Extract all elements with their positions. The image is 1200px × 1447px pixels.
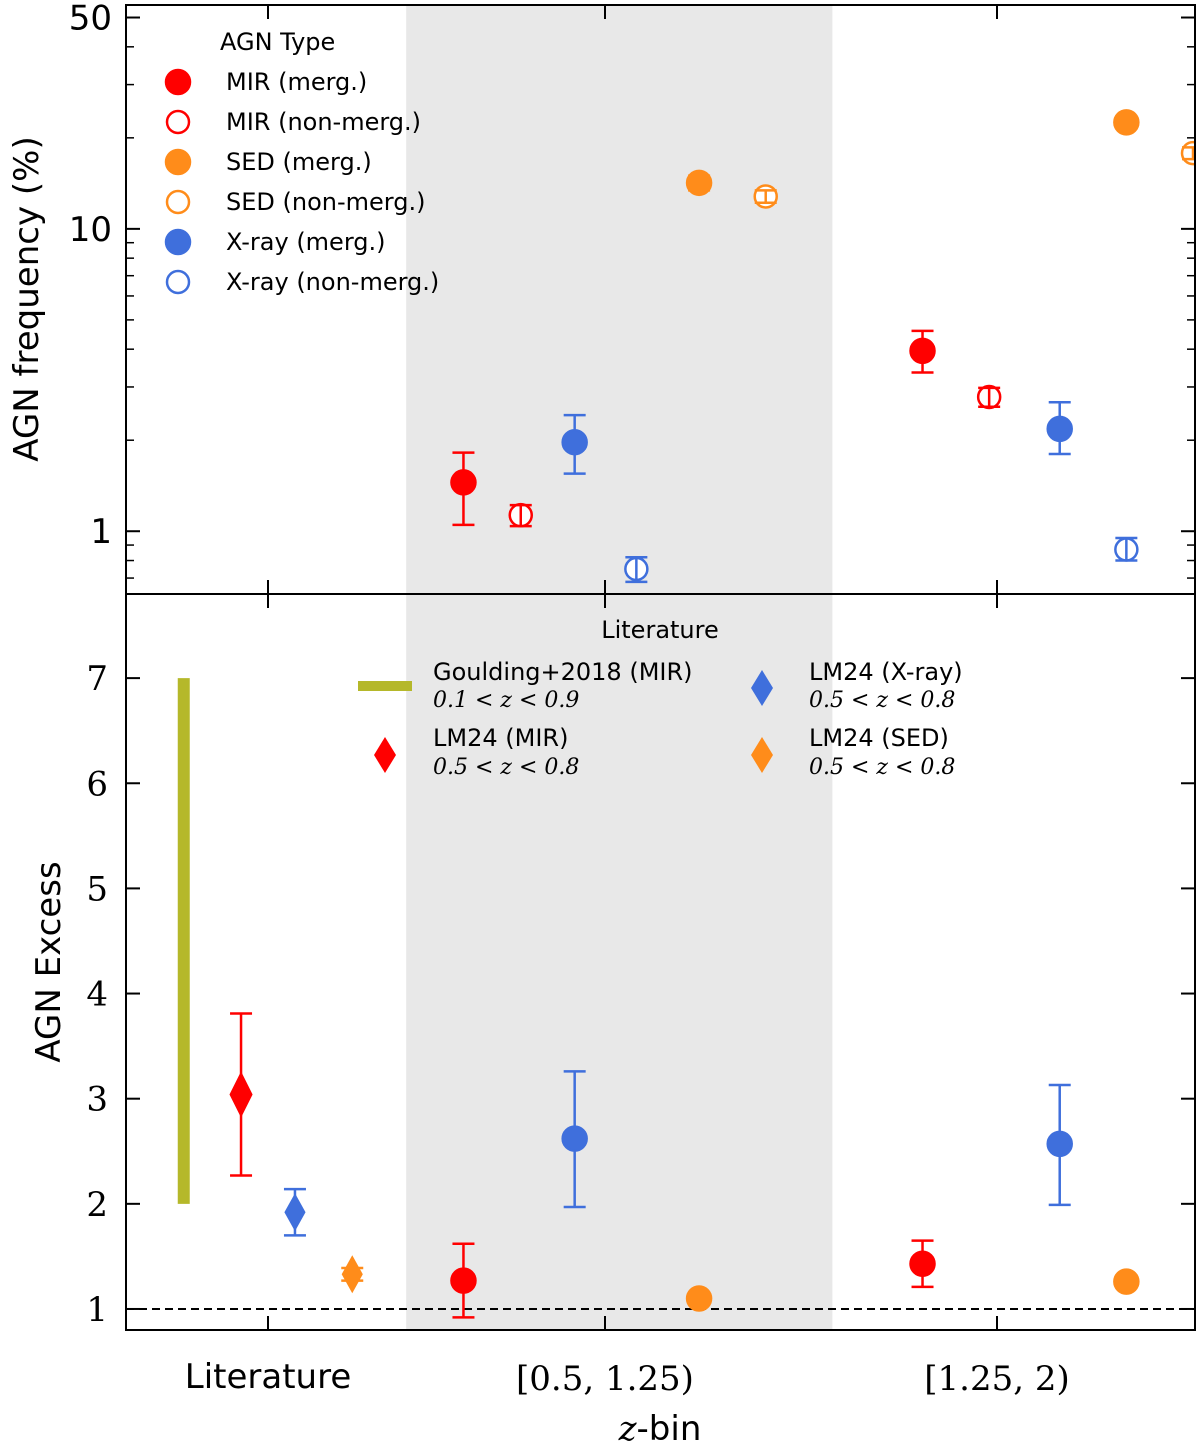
- freq-tick-label: 1: [90, 512, 112, 552]
- lm24-sed-legend-marker: [751, 737, 773, 773]
- excess-tick-label: 6: [86, 764, 108, 804]
- literature-legend: Literature Goulding+2018 (MIR) 0.1 < z <…: [358, 616, 963, 780]
- legend-label-sed-non-merg: SED (non-merg.): [226, 188, 425, 216]
- point-excess-sed-1: [1113, 1268, 1140, 1295]
- freq-tick-label: 50: [69, 0, 112, 39]
- excess-tick-label: 4: [86, 975, 108, 1015]
- legend-title: AGN Type: [220, 28, 335, 56]
- x-axis-label-rest: -bin: [637, 1409, 702, 1447]
- agn-type-legend: AGN Type MIR (merg.) MIR (non-merg.) SED (…: [164, 28, 439, 296]
- legend-label-mir-non-merg: MIR (non-merg.): [226, 108, 421, 136]
- literature-lm24-x-ray-marker: [284, 1193, 306, 1232]
- excess-panel-frame: [125, 593, 1196, 1331]
- point-excess-sed-0: [685, 1285, 713, 1312]
- frequency-panel: [450, 109, 1195, 584]
- point-freq-x-ray-merg-0: [561, 428, 588, 456]
- point-freq-x-ray-merg-1: [1046, 415, 1073, 443]
- goulding-legend-name: Goulding+2018 (MIR): [433, 658, 693, 686]
- shaded-bin-bottom: [406, 594, 833, 1330]
- legend-label-sed-merg: SED (merg.): [226, 148, 372, 176]
- legend-marker-sed-merg: [164, 148, 192, 176]
- x-axis-label: z-bin: [618, 1409, 702, 1447]
- point-freq-x-ray-non-merg-0-errorbar: [625, 556, 648, 584]
- shaded-bin-top: [406, 5, 833, 594]
- legend-marker-mir-non-merg: [165, 109, 191, 135]
- point-freq-sed-merg-0: [685, 169, 713, 197]
- point-freq-mir-merg-1: [909, 337, 936, 365]
- point-freq-mir-merg-0: [450, 469, 477, 496]
- excess-tick-label: 7: [86, 659, 108, 699]
- x-tick-label-bin-2: [1.25, 2): [924, 1359, 1069, 1399]
- excess-tick-label: 5: [86, 869, 108, 909]
- legend-marker-x-ray-merg: [164, 228, 192, 256]
- lm24-xray-legend-range: 0.5 < z < 0.8: [809, 688, 955, 713]
- point-freq-sed-merg-1: [1113, 109, 1140, 136]
- point-excess-mir-1: [909, 1250, 936, 1278]
- frequency-y-ticks: 1 10 50: [69, 0, 1195, 579]
- excess-y-ticks: 1 2 3 4 5 6 7: [86, 659, 1195, 1330]
- legend-label-mir-merg: MIR (merg.): [226, 68, 367, 96]
- point-freq-sed-non-merg-0-errorbar: [754, 189, 777, 204]
- lm24-xray-legend-name: LM24 (X-ray): [809, 658, 963, 686]
- lm24-sed-legend-name: LM24 (SED): [809, 724, 949, 752]
- point-freq-mir-non-merg-0-errorbar: [509, 503, 532, 528]
- excess-tick-label: 1: [86, 1290, 108, 1330]
- lm24-xray-legend-marker: [751, 670, 773, 706]
- legend-marker-x-ray-non-merg: [165, 269, 191, 295]
- excess-tick-label: 2: [86, 1185, 108, 1225]
- legend-label-x-ray-merg: X-ray (merg.): [226, 228, 386, 256]
- point-excess-x-ray-1: [1046, 1130, 1073, 1158]
- literature-lm24-sed-marker: [341, 1255, 363, 1294]
- literature-lm24-mir-marker: [229, 1071, 253, 1118]
- excess-panel: [177, 678, 1140, 1319]
- excess-y-label: AGN Excess: [29, 861, 69, 1062]
- point-freq-mir-non-merg-1-errorbar: [978, 386, 1001, 409]
- excess-tick-label: 3: [86, 1080, 108, 1120]
- x-ticks: [267, 5, 998, 1330]
- legend-entries: MIR (merg.) MIR (non-merg.) SED (merg.) SED…: [164, 68, 439, 296]
- lm24-sed-legend-range: 0.5 < z < 0.8: [809, 755, 955, 780]
- legend-marker-mir-merg: [164, 68, 192, 96]
- point-freq-x-ray-non-merg-1-errorbar: [1115, 536, 1138, 562]
- point-freq-sed-non-merg-1-errorbar: [1182, 146, 1195, 161]
- x-tick-label-literature: Literature: [185, 1357, 351, 1397]
- legend-label-x-ray-non-merg: X-ray (non-merg.): [226, 268, 439, 296]
- point-excess-mir-0: [450, 1267, 477, 1294]
- x-axis-label-var: z: [618, 1409, 638, 1447]
- freq-tick-label: 10: [69, 210, 112, 250]
- lm24-mir-legend-name: LM24 (MIR): [433, 724, 568, 752]
- x-tick-label-bin-1: [0.5, 1.25): [516, 1359, 694, 1399]
- lm24-mir-legend-marker: [374, 737, 396, 773]
- literature-legend-title: Literature: [601, 616, 719, 644]
- goulding-legend-range: 0.1 < z < 0.9: [433, 688, 579, 713]
- point-excess-x-ray-0: [561, 1125, 588, 1152]
- lm24-mir-legend-range: 0.5 < z < 0.8: [433, 755, 579, 780]
- frequency-y-label: AGN frequency (%): [7, 136, 47, 461]
- legend-marker-sed-non-merg: [165, 189, 191, 215]
